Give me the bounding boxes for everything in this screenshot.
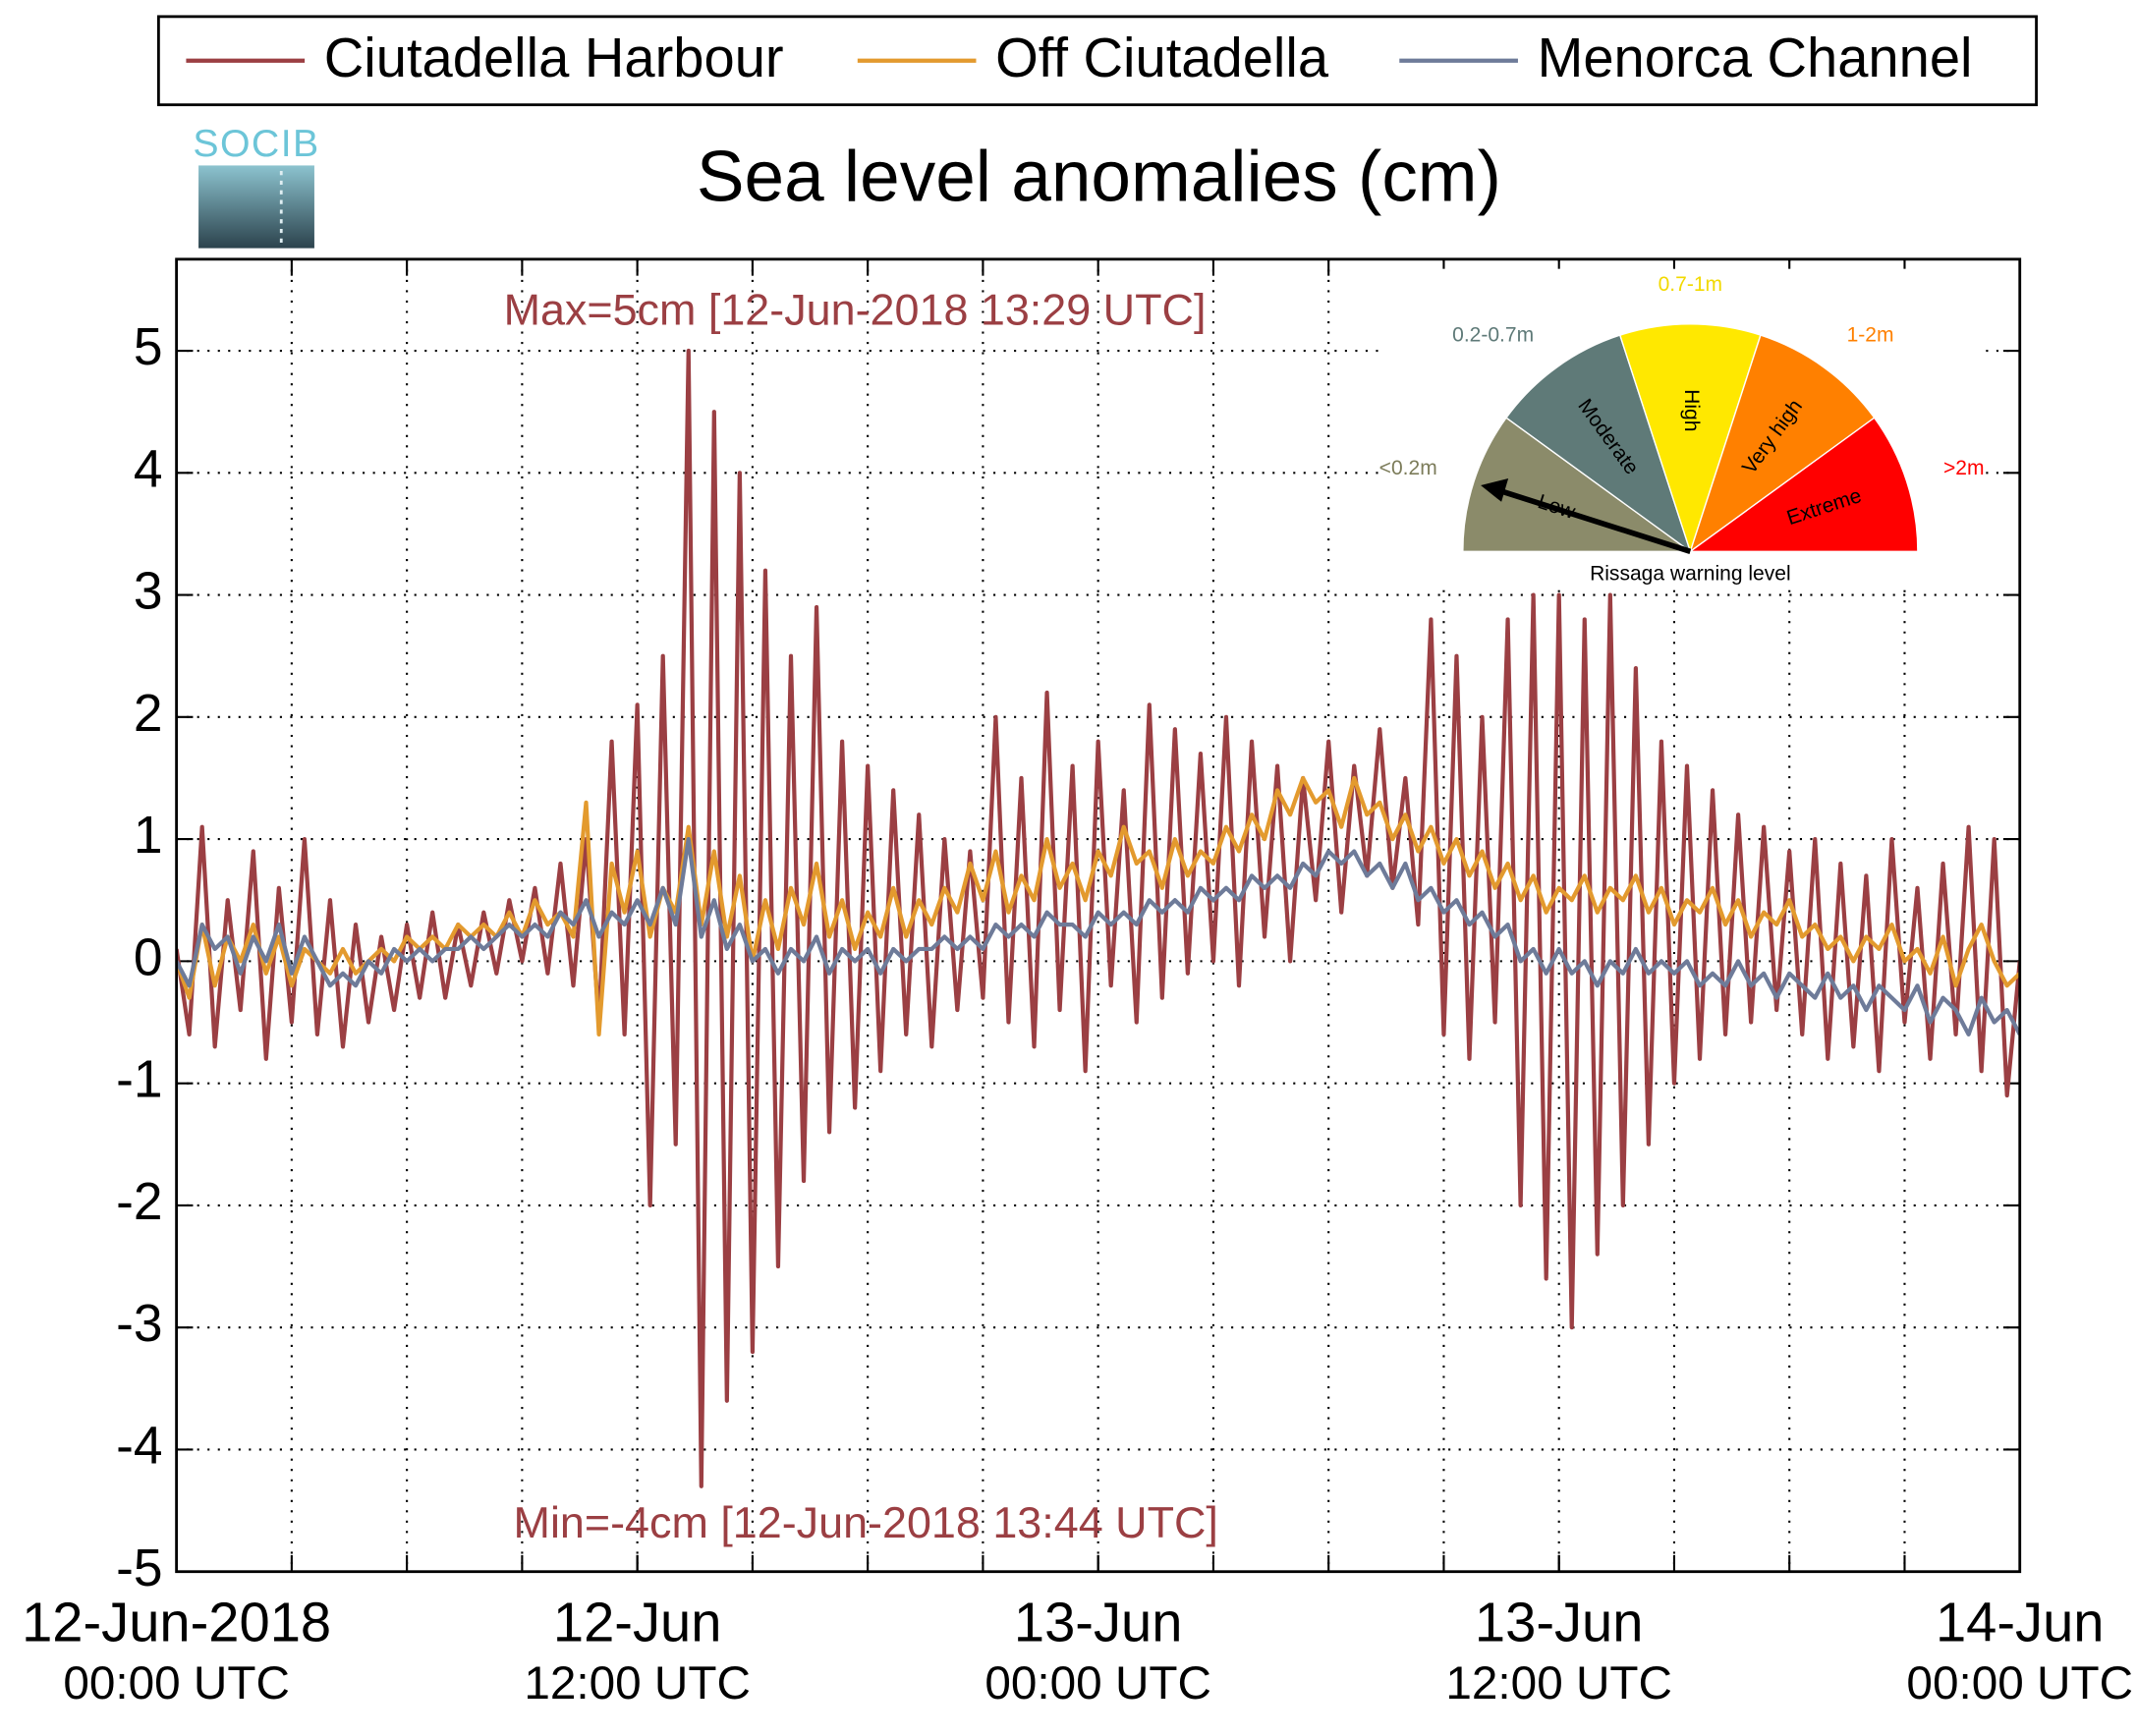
x-tick-label: 12-Jun <box>553 1592 722 1653</box>
gauge-sector <box>1505 334 1692 554</box>
y-tick-label: 3 <box>134 563 163 621</box>
chart-title: Sea level anomalies (cm) <box>697 138 1501 217</box>
gauge-sector <box>1688 417 1919 553</box>
x-tick-sublabel: 12:00 UTC <box>524 1657 751 1709</box>
x-tick-label: 14-Jun <box>1936 1592 2105 1653</box>
legend-label: Off Ciutadella <box>995 27 1329 88</box>
y-tick-label: -2 <box>116 1173 162 1231</box>
x-tick-label: 12-Jun-2018 <box>22 1592 331 1653</box>
gauge-pointer <box>1498 487 1692 554</box>
x-tick-sublabel: 12:00 UTC <box>1445 1657 1672 1709</box>
y-tick-label: 5 <box>134 318 163 376</box>
y-tick-label: 4 <box>134 440 163 498</box>
x-tick-label: 13-Jun <box>1014 1592 1183 1653</box>
legend-label: Ciutadella Harbour <box>324 27 784 88</box>
x-tick-sublabel: 00:00 UTC <box>984 1657 1211 1709</box>
gauge-range-label: <0.2m <box>1379 457 1437 479</box>
gauge-range-label: 1-2m <box>1847 324 1894 347</box>
gauge-range-label: >2m <box>1943 457 1985 479</box>
gauge-range-label: 0.2-0.7m <box>1452 324 1534 347</box>
gauge-sector-name: High <box>1680 389 1703 431</box>
y-tick-label: -4 <box>116 1418 162 1476</box>
y-tick-label: 1 <box>134 807 163 865</box>
legend-label: Menorca Channel <box>1538 27 1973 88</box>
series-line <box>176 348 2020 1488</box>
series-line <box>176 836 2020 1037</box>
gauge-sector <box>1462 417 1693 553</box>
logo-text: SOCIB <box>193 122 319 165</box>
x-tick-label: 13-Jun <box>1475 1592 1644 1653</box>
y-tick-label: -1 <box>116 1051 162 1109</box>
logo-image <box>198 165 314 249</box>
legend-box <box>156 15 2038 107</box>
gauge-sector <box>1618 323 1762 554</box>
plot-frame <box>175 257 2022 1574</box>
min-annotation: Min=-4cm [12-Jun-2018 13:44 UTC] <box>514 1497 1218 1547</box>
y-tick-label: 2 <box>134 685 163 743</box>
gauge-pointer-head <box>1481 477 1509 502</box>
gauge-sector <box>1689 334 1876 554</box>
y-tick-label: -5 <box>116 1540 162 1597</box>
x-tick-sublabel: 00:00 UTC <box>63 1657 290 1709</box>
x-tick-sublabel: 00:00 UTC <box>1906 1657 2133 1709</box>
gauge-range-label: 0.7-1m <box>1659 273 1722 296</box>
y-tick-label: 0 <box>134 928 163 986</box>
series-line <box>176 775 2020 1037</box>
gauge-title: Rissaga warning level <box>1590 563 1791 586</box>
y-tick-label: -3 <box>116 1295 162 1353</box>
max-annotation: Max=5cm [12-Jun-2018 13:29 UTC] <box>504 284 1207 334</box>
